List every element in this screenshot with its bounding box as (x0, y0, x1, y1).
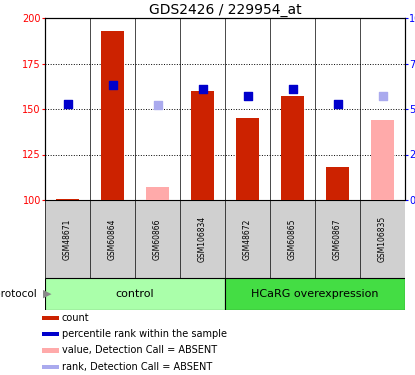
Text: control: control (116, 289, 154, 299)
Bar (42, 332, 59, 336)
Bar (225, 278, 405, 310)
Point (199, 86, 206, 92)
Point (64, 100, 71, 106)
Bar (56, 199, 79, 200)
Text: GSM60867: GSM60867 (333, 218, 342, 260)
Point (289, 86, 296, 92)
Text: GSM106834: GSM106834 (198, 216, 207, 262)
Text: GSM48671: GSM48671 (63, 218, 72, 259)
Point (334, 100, 341, 106)
Bar (371, 120, 394, 200)
Point (109, 82, 116, 88)
Text: GSM60866: GSM60866 (153, 218, 162, 260)
Text: GSM60864: GSM60864 (108, 218, 117, 260)
Text: count: count (62, 313, 90, 323)
Text: protocol: protocol (0, 289, 37, 299)
Bar (42, 315, 59, 320)
Point (154, 102, 161, 108)
Bar (42, 348, 59, 353)
Text: HCaRG overexpression: HCaRG overexpression (251, 289, 379, 299)
Text: percentile rank within the sample: percentile rank within the sample (62, 329, 227, 339)
Text: ▶: ▶ (43, 289, 51, 299)
Text: value, Detection Call = ABSENT: value, Detection Call = ABSENT (62, 345, 217, 355)
Bar (281, 96, 304, 200)
Point (379, 93, 386, 99)
Text: GSM106835: GSM106835 (378, 216, 387, 262)
Bar (42, 364, 59, 369)
Bar (326, 167, 349, 200)
Text: GSM48672: GSM48672 (243, 218, 252, 259)
Text: rank, Detection Call = ABSENT: rank, Detection Call = ABSENT (62, 362, 212, 372)
Title: GDS2426 / 229954_at: GDS2426 / 229954_at (149, 3, 301, 17)
Bar (45, 278, 225, 310)
Point (244, 93, 251, 99)
Bar (191, 91, 214, 200)
Text: GSM60865: GSM60865 (288, 218, 297, 260)
Bar (146, 187, 169, 200)
Bar (236, 118, 259, 200)
Bar (101, 31, 124, 200)
